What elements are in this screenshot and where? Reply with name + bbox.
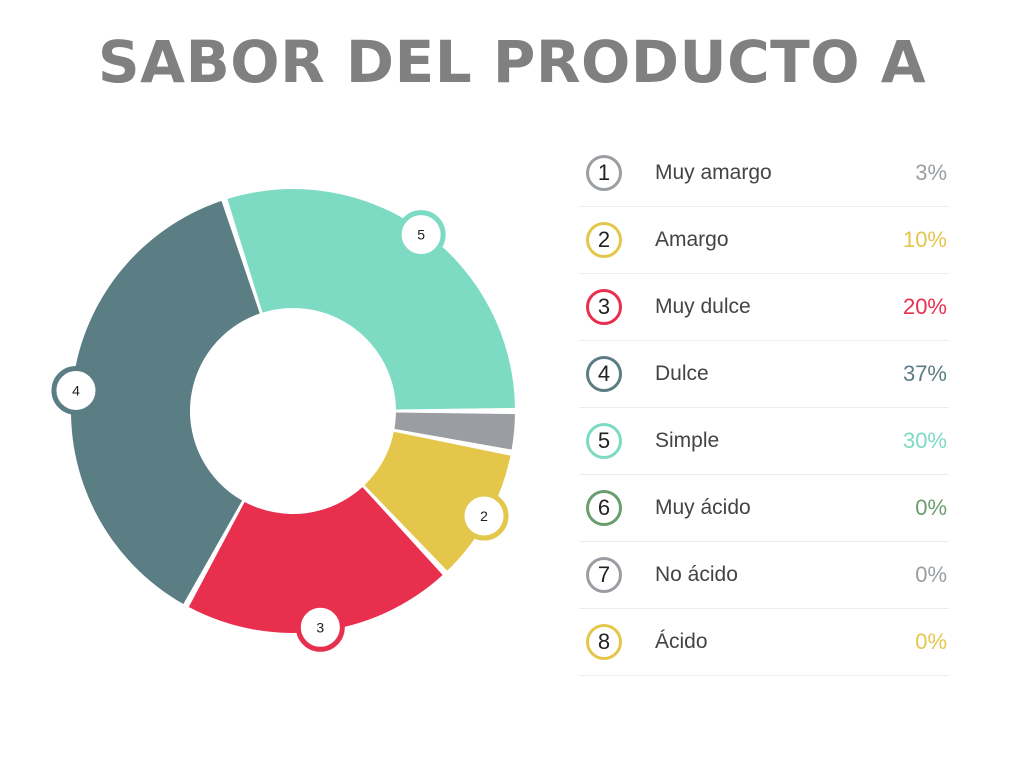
donut-chart: 2 3 4 5 (51, 189, 515, 652)
legend-percent: 0% (915, 629, 947, 654)
slice-badge-4: 4 (51, 365, 101, 415)
legend-percent: 30% (902, 428, 947, 453)
legend-label: No ácido (655, 563, 738, 586)
legend-number-badge: 8 (586, 624, 622, 660)
legend-label: Amargo (655, 228, 729, 251)
legend-percent: 10% (902, 227, 947, 252)
legend-item: 7 No ácido 0% (579, 542, 949, 609)
slice-badge-2: 2 (459, 491, 509, 541)
legend-percent: 3% (915, 160, 947, 185)
donut-slice-1 (394, 412, 515, 450)
legend-percent: 37% (902, 361, 947, 386)
legend-label: Muy ácido (655, 496, 751, 519)
legend-number-badge: 2 (586, 222, 622, 258)
donut-slice-3 (188, 487, 443, 633)
slice-badge-number: 4 (72, 382, 80, 398)
legend-number-badge: 5 (586, 423, 622, 459)
legend-percent: 20% (902, 294, 947, 319)
legend-percent: 0% (915, 562, 947, 587)
legend: 1 Muy amargo 3% 2 Amargo 10% 3 Muy dulce… (579, 140, 949, 676)
chart-title: SABOR DEL PRODUCTO A (97, 28, 927, 96)
legend-item: 4 Dulce 37% (579, 341, 949, 408)
legend-label: Dulce (655, 362, 709, 385)
legend-label: Simple (655, 429, 720, 452)
slice-badge-number: 2 (480, 508, 488, 524)
slice-badge-number: 3 (316, 619, 324, 635)
legend-item: 8 Ácido 0% (579, 609, 949, 676)
legend-label: Ácido (655, 630, 708, 653)
slice-badge-number: 5 (417, 227, 425, 243)
legend-item: 1 Muy amargo 3% (579, 140, 949, 207)
legend-number-badge: 1 (586, 155, 622, 191)
legend-item: 5 Simple 30% (579, 408, 949, 475)
legend-item: 2 Amargo 10% (579, 207, 949, 274)
slice-badge-3: 3 (295, 602, 345, 652)
legend-number-badge: 3 (586, 289, 622, 325)
slice-badge-5: 5 (396, 210, 446, 260)
legend-number-badge: 7 (586, 557, 622, 593)
legend-number-badge: 6 (586, 490, 622, 526)
legend-label: Muy dulce (655, 295, 751, 318)
legend-item: 6 Muy ácido 0% (579, 475, 949, 542)
legend-item: 3 Muy dulce 20% (579, 274, 949, 341)
legend-number-badge: 4 (586, 356, 622, 392)
donut-slice-4 (70, 200, 260, 605)
legend-label: Muy amargo (655, 161, 772, 184)
donut-slice-5 (227, 189, 515, 410)
legend-percent: 0% (915, 495, 947, 520)
